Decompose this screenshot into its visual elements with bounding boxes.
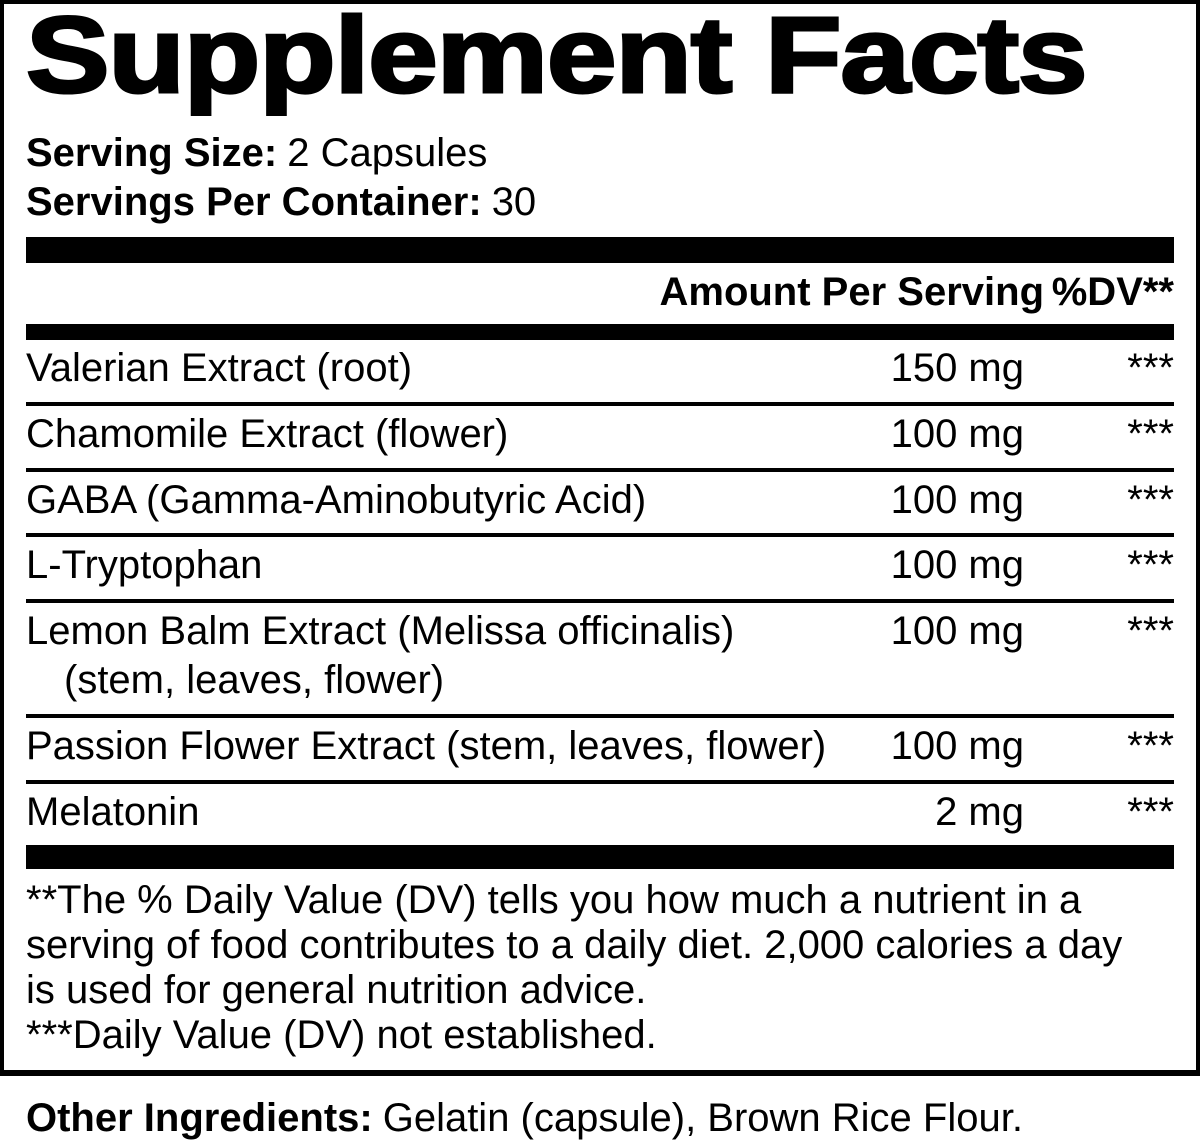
other-ingredients-line: Other Ingredients: Gelatin (capsule), Bro… [0,1094,1200,1142]
servings-per-container-line: Servings Per Container: 30 [26,178,1174,227]
ingredient-amount: 100 mg [890,411,1024,456]
other-ingredients-value: Gelatin (capsule), Brown Rice Flour. [382,1095,1023,1140]
ingredient-subname: (stem, leaves, flower) [64,657,445,702]
ingredient-row: Valerian Extract (root) 150 mg *** [26,340,1174,406]
ingredient-row: Chamomile Extract (flower) 100 mg *** [26,406,1174,472]
ingredient-dv: *** [1127,477,1174,522]
ingredient-dv: *** [1127,411,1174,456]
ingredient-row: L-Tryptophan 100 mg *** [26,537,1174,604]
servings-per-container-value: 30 [491,180,537,225]
ingredient-name: L-Tryptophan [26,543,263,588]
ingredient-name: Chamomile Extract (flower) [26,411,509,456]
ingredient-name: Lemon Balm Extract (Melissa officinalis) [26,609,735,654]
ingredient-dv: *** [1127,543,1174,588]
ingredient-amount: 100 mg [890,477,1024,522]
serving-size-label: Serving Size: [26,131,278,176]
panel-title: Supplement Facts [24,0,1089,115]
footnote-not-established: ***Daily Value (DV) not established. [26,1012,657,1057]
ingredient-amount: 150 mg [890,345,1024,390]
ingredient-name: Valerian Extract (root) [26,345,413,390]
ingredient-row: Melatonin 2 mg *** [26,784,1174,846]
ingredient-dv: *** [1127,789,1174,834]
footnote-daily-value: **The % Daily Value (DV) tells you how m… [26,878,1123,1012]
ingredient-amount: 100 mg [890,609,1024,654]
ingredient-dv: *** [1127,609,1174,654]
ingredient-row: GABA (Gamma-Aminobutyric Acid) 100 mg **… [26,472,1174,538]
ingredient-name: GABA (Gamma-Aminobutyric Acid) [26,477,647,522]
serving-size-line: Serving Size: 2 Capsules [26,129,1174,178]
ingredient-amount: 2 mg [935,789,1024,834]
ingredient-name: Passion Flower Extract (stem, leaves, fl… [26,723,827,768]
ingredient-row: Lemon Balm Extract (Melissa officinalis)… [26,603,1174,718]
ingredient-amount: 100 mg [890,723,1024,768]
column-header-amount: Amount Per Serving [659,269,1044,314]
column-header-dv: %DV** [1051,269,1174,314]
ingredient-dv: *** [1127,723,1174,768]
supplement-facts-panel: Supplement Facts Serving Size: 2 Capsules… [0,0,1200,1076]
ingredient-name: Melatonin [26,789,200,834]
divider-bar-top [26,236,1174,263]
footnotes: **The % Daily Value (DV) tells you how m… [26,869,1152,1063]
divider-bar-bottom [26,845,1174,870]
ingredients-table: Valerian Extract (root) 150 mg *** Chamo… [26,340,1174,845]
other-ingredients-label: Other Ingredients: [26,1095,373,1140]
ingredient-row: Passion Flower Extract (stem, leaves, fl… [26,718,1174,784]
servings-per-container-label: Servings Per Container: [26,180,482,225]
serving-info: Serving Size: 2 Capsules Servings Per Con… [26,129,1174,227]
column-header-row: Amount Per Serving %DV** [26,263,1174,324]
ingredient-amount: 100 mg [890,543,1024,588]
serving-size-value: 2 Capsules [287,131,488,176]
ingredient-dv: *** [1127,345,1174,390]
divider-bar-header [26,323,1174,340]
